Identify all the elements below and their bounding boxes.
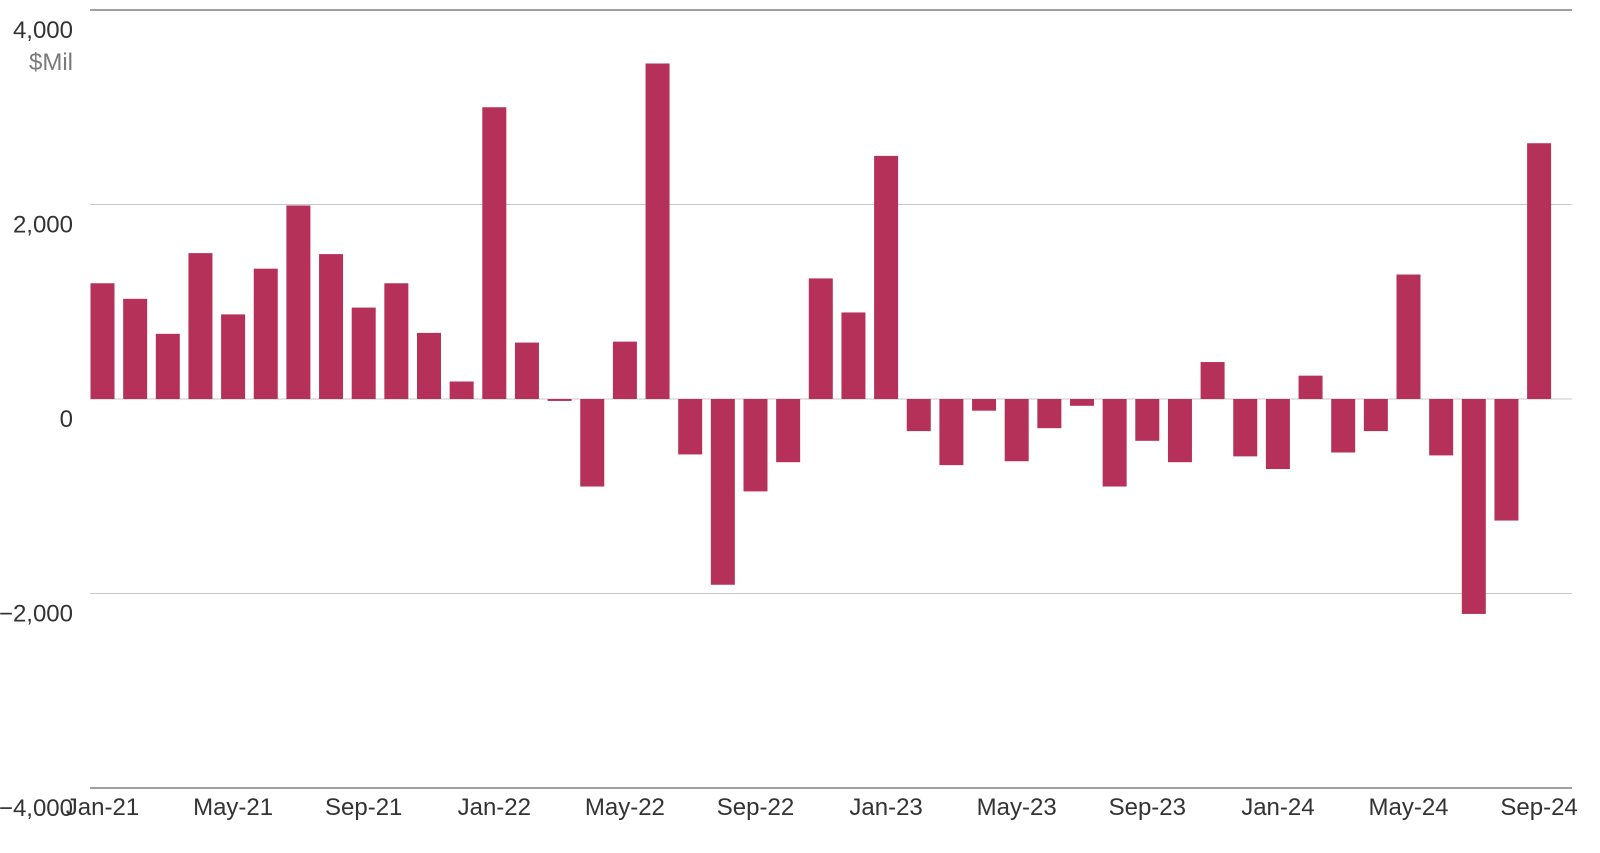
bar-Aug-23 [1102, 399, 1127, 487]
bar-Jan-24 [1265, 399, 1290, 470]
bar-Nov-21 [417, 332, 441, 399]
bar-Jul-21 [286, 205, 311, 399]
bar-Jul-22 [678, 399, 703, 455]
x-tick-label: Jan-21 [66, 794, 139, 821]
bar-Apr-21 [188, 253, 213, 400]
bar-Dec-23 [1233, 399, 1258, 457]
y-tick-labels: 4,000 2,000 0 −2,000 −4,000 [0, 17, 73, 822]
bar-Apr-23 [972, 399, 997, 411]
x-tick-label: May-24 [1368, 794, 1448, 821]
x-tick-label: May-23 [977, 794, 1057, 821]
x-tick-label: Jan-24 [1241, 794, 1314, 821]
x-tick-label: Jan-22 [458, 794, 531, 821]
bar-Feb-24 [1298, 375, 1323, 399]
bar-Nov-23 [1200, 362, 1225, 399]
x-tick-label: Jan-23 [849, 794, 922, 821]
bar-Mar-22 [547, 399, 572, 401]
bar-May-23 [1004, 399, 1029, 462]
bar-Aug-21 [319, 254, 344, 399]
x-tick-label: Sep-24 [1500, 794, 1577, 821]
bar-Oct-21 [384, 283, 409, 399]
bar-Aug-22 [710, 399, 735, 585]
bar-Jul-23 [1070, 399, 1094, 406]
bar-Sep-21 [351, 307, 376, 399]
y-tick-label: 0 [60, 406, 73, 433]
bar-Jan-22 [482, 107, 507, 399]
bar-Dec-22 [841, 312, 866, 399]
y-tick-label: 4,000 [13, 17, 73, 44]
bar-Nov-22 [808, 278, 833, 399]
bar-Sep-22 [743, 399, 768, 492]
x-tick-label: Sep-21 [325, 794, 402, 821]
bar-Jan-21 [90, 283, 115, 399]
bar-Jun-23 [1037, 399, 1062, 429]
bar-Oct-22 [776, 399, 801, 463]
bar-Feb-23 [906, 399, 931, 432]
bar-Apr-24 [1363, 399, 1388, 432]
bar-May-21 [221, 314, 246, 399]
bar-Mar-24 [1331, 399, 1356, 453]
bar-Aug-24 [1494, 399, 1519, 521]
y-tick-label: −2,000 [0, 601, 73, 628]
bar-Oct-23 [1167, 399, 1192, 463]
bar-Jan-23 [874, 155, 899, 400]
bar-Mar-23 [939, 399, 964, 466]
bar-May-22 [612, 341, 637, 399]
y-tick-label: 2,000 [13, 212, 73, 239]
bar-Jun-22 [645, 63, 670, 400]
bar-May-24 [1396, 274, 1421, 399]
bars [90, 63, 1552, 614]
bar-Mar-21 [155, 333, 180, 399]
bar-Apr-22 [580, 399, 605, 487]
y-unit-label: $Mil [29, 49, 73, 76]
bar-Jun-24 [1429, 399, 1454, 456]
x-tick-labels: Jan-21 May-21 Sep-21 Jan-22 May-22 Sep-22 Jan-… [66, 794, 1578, 821]
x-tick-label: May-22 [585, 794, 665, 821]
x-tick-label: Sep-23 [1109, 794, 1186, 821]
bar-Feb-21 [123, 298, 148, 399]
bar-Jul-24 [1461, 399, 1486, 614]
bar-Dec-21 [449, 381, 474, 399]
bar-Jun-21 [253, 268, 278, 399]
x-tick-label: May-21 [193, 794, 273, 821]
x-tick-label: Sep-22 [717, 794, 794, 821]
bar-Sep-24 [1527, 143, 1552, 399]
bar-Sep-23 [1135, 399, 1160, 441]
bar-Feb-22 [514, 342, 539, 399]
y-tick-label: −4,000 [0, 795, 73, 822]
